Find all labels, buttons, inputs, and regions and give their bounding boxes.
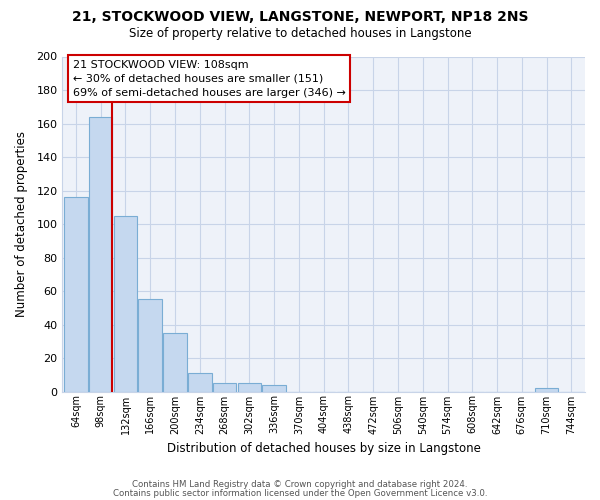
Text: Contains public sector information licensed under the Open Government Licence v3: Contains public sector information licen…	[113, 488, 487, 498]
Bar	[238, 383, 261, 392]
Text: Contains HM Land Registry data © Crown copyright and database right 2024.: Contains HM Land Registry data © Crown c…	[132, 480, 468, 489]
Bar	[114, 216, 137, 392]
Bar	[89, 117, 112, 392]
Text: 21, STOCKWOOD VIEW, LANGSTONE, NEWPORT, NP18 2NS: 21, STOCKWOOD VIEW, LANGSTONE, NEWPORT, …	[72, 10, 528, 24]
Bar	[213, 383, 236, 392]
Bar	[535, 388, 559, 392]
Bar	[188, 373, 212, 392]
Text: Size of property relative to detached houses in Langstone: Size of property relative to detached ho…	[128, 28, 472, 40]
X-axis label: Distribution of detached houses by size in Langstone: Distribution of detached houses by size …	[167, 442, 481, 455]
Text: 21 STOCKWOOD VIEW: 108sqm
← 30% of detached houses are smaller (151)
69% of semi: 21 STOCKWOOD VIEW: 108sqm ← 30% of detac…	[73, 60, 346, 98]
Bar	[163, 333, 187, 392]
Bar	[64, 197, 88, 392]
Bar	[262, 385, 286, 392]
Bar	[139, 300, 162, 392]
Y-axis label: Number of detached properties: Number of detached properties	[15, 131, 28, 317]
